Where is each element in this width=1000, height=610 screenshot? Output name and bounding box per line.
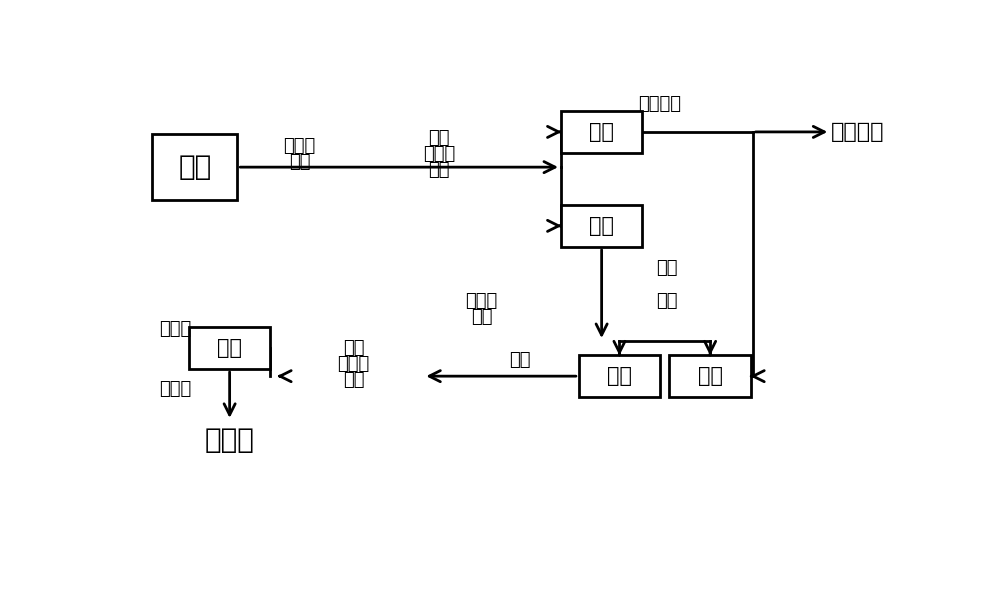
Text: 酸析: 酸析 (510, 351, 531, 368)
Bar (189, 327, 270, 369)
Text: 生化处理: 生化处理 (638, 95, 681, 113)
Text: 滤渣: 滤渣 (607, 366, 632, 386)
Bar (579, 355, 660, 397)
Text: 回收物: 回收物 (159, 320, 192, 338)
Text: 沉淠: 沉淠 (656, 292, 677, 310)
Text: 滤液: 滤液 (589, 122, 614, 142)
Bar (152, 134, 237, 200)
Text: 再生剂: 再生剂 (159, 380, 192, 398)
Bar (561, 111, 642, 153)
Text: 过滤或: 过滤或 (338, 355, 370, 373)
Text: 提取剂: 提取剂 (283, 137, 316, 155)
Bar (561, 205, 642, 247)
Text: 原水: 原水 (178, 153, 211, 181)
Text: 沉淠: 沉淠 (428, 129, 450, 147)
Text: 搅拌: 搅拌 (289, 152, 310, 171)
Text: 离心: 离心 (471, 308, 492, 326)
Text: 滤液: 滤液 (698, 366, 723, 386)
Text: 过滤或: 过滤或 (465, 292, 498, 310)
Text: 达标排放: 达标排放 (831, 122, 884, 142)
Bar (669, 355, 751, 397)
Text: 洗涂: 洗涂 (656, 259, 677, 277)
Text: 离心: 离心 (428, 161, 450, 179)
Text: 过滤或: 过滤或 (423, 145, 455, 163)
Text: 滤渣: 滤渣 (589, 216, 614, 236)
Text: 沉淠: 沉淠 (343, 339, 364, 357)
Text: 离心: 离心 (343, 371, 364, 389)
Text: 滤液: 滤液 (217, 338, 242, 358)
Text: 提取剂: 提取剂 (205, 426, 255, 454)
